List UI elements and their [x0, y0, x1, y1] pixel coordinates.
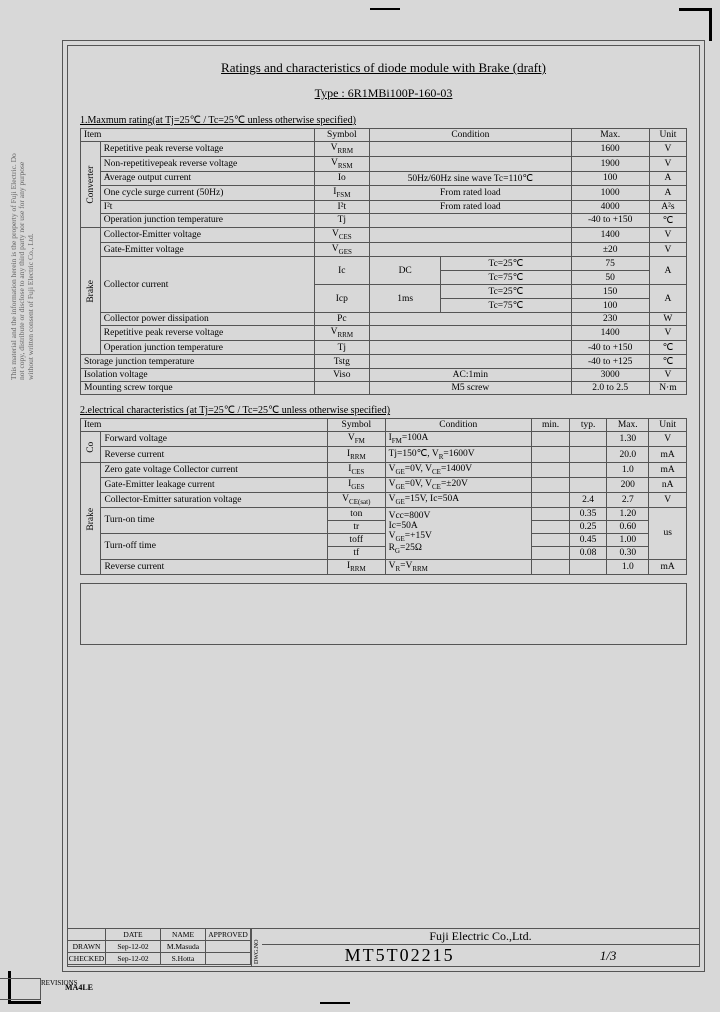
- page-number: 1/3: [600, 948, 617, 964]
- company-name: Fuji Electric Co.,Ltd.: [262, 929, 699, 945]
- title-block: DATENAMEAPPROVED DRAWNSep-12-02M.Masuda …: [67, 928, 700, 967]
- empty-notes-box: [80, 583, 687, 645]
- form-code: MA4LE: [65, 983, 93, 992]
- doc-title: Ratings and characteristics of diode mod…: [80, 60, 687, 76]
- section1-label: 1.Maxmum rating(at Tj=25℃ / Tc=25℃ unles…: [80, 115, 687, 126]
- type-line: Type : 6R1MBi100P-160-03: [80, 86, 687, 101]
- section2-label: 2.electrical characteristics (at Tj=25℃ …: [80, 405, 687, 416]
- elec-char-table: Item Symbol Condition min. typ. Max. Uni…: [80, 418, 687, 574]
- doc-number: MT5T02215: [345, 945, 455, 966]
- disclaimer-text: This material and the information herein…: [10, 150, 35, 380]
- max-rating-table: Item Symbol Condition Max. Unit Converte…: [80, 128, 687, 395]
- sheet-frame: Ratings and characteristics of diode mod…: [62, 40, 705, 972]
